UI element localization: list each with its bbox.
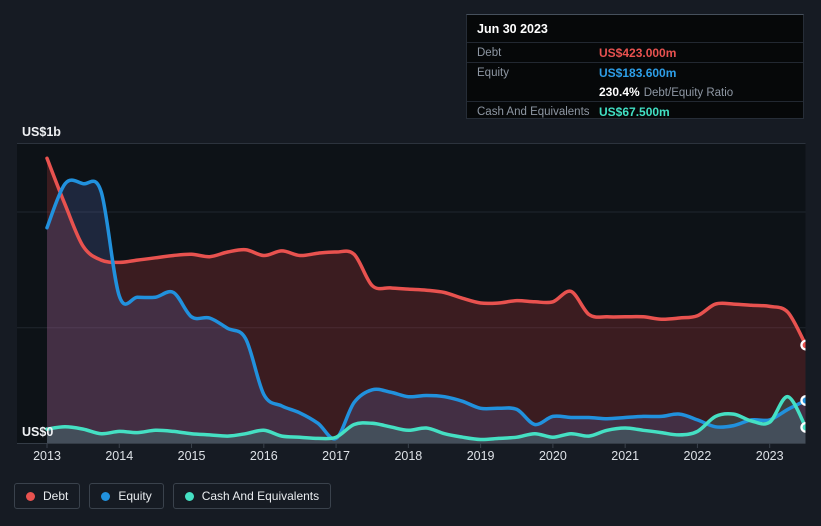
- tooltip-debt-value: US$423.000m: [599, 45, 677, 60]
- equity-endpoint-ring: [800, 395, 806, 406]
- tooltip-cash-label: Cash And Equivalents: [477, 105, 590, 118]
- x-axis-label: 2013: [33, 449, 61, 463]
- legend-cash-label: Cash And Equivalents: [201, 489, 320, 503]
- debt-area: [47, 158, 806, 443]
- tooltip-date: Jun 30 2023: [477, 22, 548, 36]
- tooltip-row-equity: Equity US$183.600m: [467, 62, 803, 82]
- tooltip-ratio-value: 230.4%: [599, 84, 640, 99]
- x-axis-label: 2018: [394, 449, 422, 463]
- cash-endpoint-ring: [800, 421, 806, 433]
- chart-tooltip: Jun 30 2023 Debt US$423.000m Equity US$1…: [466, 14, 804, 119]
- debt-line: [45, 156, 806, 347]
- legend-equity-label: Equity: [118, 489, 152, 503]
- x-axis-label: 2016: [250, 449, 278, 463]
- tooltip-equity-label: Equity: [477, 66, 509, 79]
- legend-item-cash[interactable]: Cash And Equivalents: [172, 483, 332, 509]
- x-axis-label: 2019: [467, 449, 495, 463]
- cash-area: [47, 396, 806, 443]
- equity-area: [47, 180, 806, 443]
- tooltip-row-debt: Debt US$423.000m: [467, 42, 803, 62]
- y-axis-label-1b: US$1b: [22, 125, 61, 139]
- equity-line: [45, 178, 806, 441]
- legend-debt-label: Debt: [43, 489, 69, 503]
- debt-endpoint-ring: [800, 339, 806, 351]
- x-axis-label: 2014: [105, 449, 133, 463]
- cash-endpoint-dot: [802, 424, 806, 431]
- chart-plot-area[interactable]: [17, 143, 806, 443]
- tooltip-row-cash: Cash And Equivalents US$67.500m: [467, 101, 803, 121]
- chart-legend: Debt Equity Cash And Equivalents: [14, 483, 332, 509]
- tooltip-equity-value: US$183.600m: [599, 65, 677, 80]
- x-axis-label: 2015: [178, 449, 206, 463]
- debt-endpoint-dot: [802, 341, 806, 349]
- equity-dot-icon: [101, 491, 111, 501]
- tooltip-cash-value: US$67.500m: [599, 104, 670, 119]
- equity-endpoint-dot: [802, 397, 806, 404]
- tooltip-row-ratio: 230.4% Debt/Equity Ratio: [467, 82, 803, 101]
- cash-line: [45, 394, 806, 442]
- series-group: [45, 156, 806, 443]
- y-axis-label-0: US$0: [22, 425, 53, 439]
- x-axis-label: 2017: [322, 449, 350, 463]
- debt-dot-icon: [26, 491, 35, 501]
- legend-item-debt[interactable]: Debt: [14, 483, 81, 509]
- cash-dot-icon: [184, 491, 194, 501]
- x-axis-label: 2022: [684, 449, 712, 463]
- tooltip-ratio-suffix: Debt/Equity Ratio: [643, 86, 734, 99]
- x-axis-label: 2023: [756, 449, 784, 463]
- legend-item-equity[interactable]: Equity: [89, 483, 164, 509]
- x-axis-label: 2021: [611, 449, 639, 463]
- x-axis-label: 2020: [539, 449, 567, 463]
- tooltip-debt-label: Debt: [477, 46, 502, 59]
